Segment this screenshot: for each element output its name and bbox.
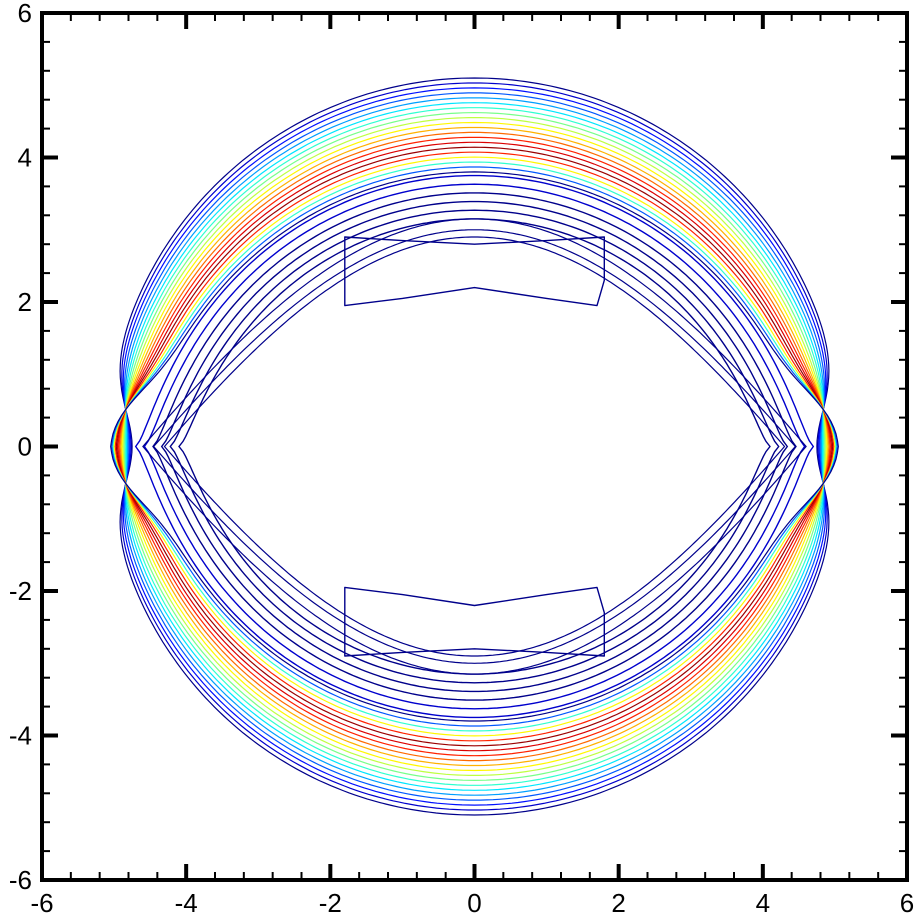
contour-line	[119, 131, 830, 762]
x-tick-label: -2	[319, 888, 342, 918]
lens-contour	[152, 229, 797, 664]
contour-line	[123, 92, 826, 801]
contour-line	[114, 151, 835, 742]
contour-line	[124, 97, 825, 796]
contour-line	[116, 141, 833, 752]
contour-line	[125, 102, 824, 791]
contour-line	[117, 136, 832, 757]
y-tick-label: 2	[18, 287, 32, 317]
lens-contour	[163, 236, 786, 657]
contour-lines	[110, 77, 839, 816]
contour-line	[111, 166, 838, 727]
contour-line	[112, 161, 837, 732]
y-tick-label: -6	[9, 865, 32, 895]
contour-line	[110, 171, 839, 722]
x-tick-label: 2	[611, 888, 625, 918]
y-tick-labels: -6 -4 -2 0 2 4 6	[9, 0, 32, 895]
x-tick-label: 6	[900, 888, 914, 918]
inner-blob-contour	[344, 586, 605, 657]
inner-front-contour	[143, 183, 806, 710]
inner-front-contour	[169, 209, 780, 684]
contour-line	[124, 107, 825, 786]
x-tick-label: -4	[175, 888, 198, 918]
inner-front-contour	[178, 218, 771, 675]
inner-front-contour	[160, 200, 789, 693]
axis-ticks	[40, 11, 909, 882]
y-tick-label: 6	[18, 0, 32, 28]
y-tick-label: -4	[9, 721, 32, 751]
contour-line	[119, 77, 830, 816]
inner-front-contour	[152, 192, 797, 701]
inner-blob-contour	[344, 236, 605, 307]
contour-line	[121, 82, 828, 811]
contour-line	[121, 121, 828, 772]
y-tick-label: 0	[18, 432, 32, 462]
plot-frame	[40, 11, 909, 882]
contour-line	[123, 111, 826, 782]
y-tick-label: 4	[18, 143, 32, 173]
contour-line	[113, 156, 836, 737]
inner-front-contour	[134, 174, 815, 719]
lens-contour	[142, 218, 807, 675]
contour-line	[120, 126, 829, 767]
contour-line	[122, 87, 827, 806]
x-tick-label: 4	[756, 888, 770, 918]
x-tick-label: 0	[467, 888, 481, 918]
contour-line	[115, 146, 834, 747]
x-tick-label: -6	[30, 888, 53, 918]
contour-line	[122, 117, 827, 776]
x-tick-labels: -6 -4 -2 0 2 4 6	[30, 888, 914, 918]
y-tick-label: -2	[9, 576, 32, 606]
